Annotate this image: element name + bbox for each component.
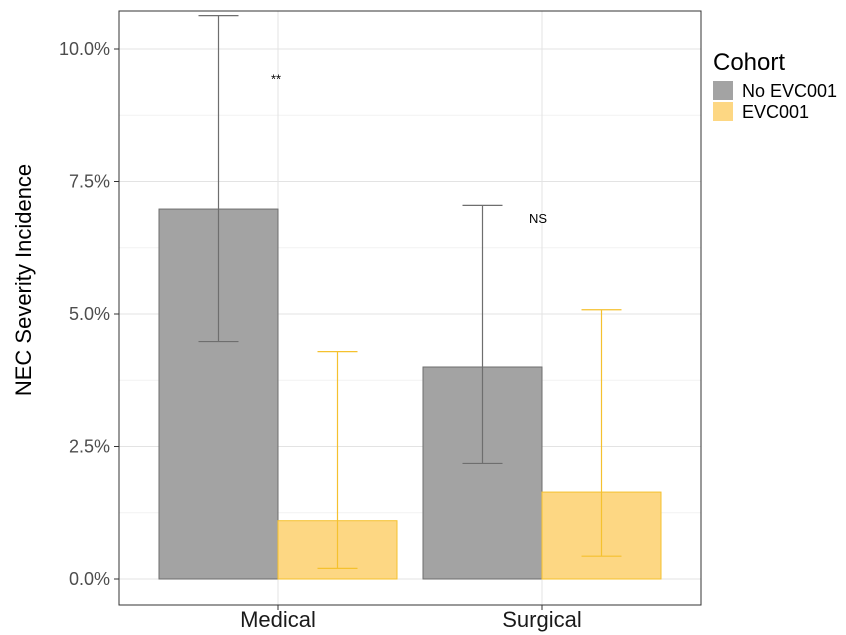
y-tick-label: 10.0% <box>59 39 110 59</box>
y-tick-label: 0.0% <box>69 569 110 589</box>
plot-panel-border <box>118 10 702 606</box>
error-bar <box>581 309 622 557</box>
legend-title: Cohort <box>713 49 785 76</box>
y-axis-title: NEC Severity Incidence <box>11 164 36 396</box>
legend-swatch <box>713 81 733 100</box>
y-tick-label: 5.0% <box>69 304 110 324</box>
x-tick-label: Medical <box>240 607 316 632</box>
annotation-layer: ** NS <box>271 71 547 225</box>
error-bar <box>198 15 239 343</box>
significance-label: NS <box>529 211 547 226</box>
error-layer <box>198 15 622 570</box>
significance-label: ** <box>271 71 281 86</box>
legend-label: EVC001 <box>742 102 809 122</box>
legend-swatch <box>713 102 733 121</box>
error-bar <box>462 204 503 465</box>
x-tick-labels: Medical Surgical <box>240 605 582 632</box>
y-tick-labels: 0.0% 2.5% 5.0% 7.5% 10.0% <box>59 39 119 589</box>
y-tick-label: 2.5% <box>69 437 110 457</box>
legend-label: No EVC001 <box>742 81 837 101</box>
error-bar <box>317 351 358 570</box>
x-tick-label: Surgical <box>502 607 581 632</box>
y-tick-label: 7.5% <box>69 172 110 192</box>
bar-layer <box>158 208 662 580</box>
